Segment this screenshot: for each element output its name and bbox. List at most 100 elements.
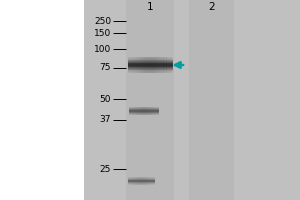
Bar xyxy=(140,107,141,115)
Bar xyxy=(129,113,159,114)
Bar xyxy=(148,107,149,115)
Bar xyxy=(143,177,144,185)
Bar xyxy=(128,68,172,69)
Bar xyxy=(164,57,165,73)
Bar xyxy=(128,62,172,63)
Bar xyxy=(128,71,172,72)
Bar xyxy=(134,177,135,185)
Bar xyxy=(158,107,159,115)
Bar xyxy=(132,57,134,73)
Bar xyxy=(128,58,172,59)
Bar xyxy=(152,107,153,115)
Text: 150: 150 xyxy=(94,28,111,38)
Text: 100: 100 xyxy=(94,45,111,53)
Bar xyxy=(128,57,129,73)
Bar xyxy=(128,180,154,181)
Bar xyxy=(128,60,172,61)
Bar xyxy=(141,107,142,115)
Bar xyxy=(135,177,136,185)
Bar xyxy=(135,57,136,73)
Bar xyxy=(158,57,159,73)
Bar xyxy=(169,57,171,73)
Bar xyxy=(129,108,159,109)
Bar xyxy=(128,72,172,73)
Bar xyxy=(146,57,147,73)
Bar xyxy=(129,114,159,115)
Bar xyxy=(128,64,172,65)
Bar xyxy=(133,177,134,185)
Bar xyxy=(129,111,159,112)
Bar xyxy=(128,59,172,60)
Bar xyxy=(128,57,172,58)
Bar xyxy=(189,0,234,200)
Bar xyxy=(133,107,134,115)
Bar xyxy=(140,57,141,73)
Bar xyxy=(139,107,140,115)
Bar xyxy=(0,0,84,200)
Bar xyxy=(144,107,145,115)
Bar xyxy=(149,177,150,185)
Bar xyxy=(137,107,138,115)
Bar xyxy=(142,177,143,185)
Bar xyxy=(147,177,148,185)
Bar xyxy=(129,109,159,110)
Bar xyxy=(129,107,130,115)
Bar xyxy=(155,107,156,115)
Bar xyxy=(145,177,146,185)
Bar xyxy=(128,183,154,184)
Bar xyxy=(128,70,172,71)
Bar xyxy=(128,66,172,67)
Bar xyxy=(144,177,145,185)
Bar xyxy=(136,57,138,73)
Bar xyxy=(154,107,155,115)
Bar xyxy=(153,177,154,185)
Bar xyxy=(128,177,154,178)
Bar xyxy=(131,177,132,185)
Text: 250: 250 xyxy=(94,17,111,25)
Bar xyxy=(129,112,159,113)
Bar xyxy=(140,177,141,185)
Bar xyxy=(150,107,151,115)
Bar xyxy=(147,107,148,115)
Bar xyxy=(126,0,174,200)
Bar xyxy=(168,57,170,73)
Bar xyxy=(128,179,154,180)
Bar xyxy=(152,177,153,185)
Bar xyxy=(156,57,158,73)
Bar xyxy=(130,177,131,185)
Bar xyxy=(153,107,154,115)
Bar xyxy=(131,107,132,115)
Bar xyxy=(132,177,133,185)
Bar xyxy=(157,107,158,115)
Bar xyxy=(146,107,147,115)
Bar xyxy=(142,107,143,115)
Text: 50: 50 xyxy=(100,95,111,104)
Bar xyxy=(130,57,132,73)
Bar xyxy=(165,57,166,73)
Bar xyxy=(162,57,164,73)
Bar xyxy=(144,57,146,73)
Bar xyxy=(143,107,144,115)
Bar xyxy=(151,177,152,185)
Bar xyxy=(147,57,148,73)
Bar xyxy=(152,57,153,73)
Bar xyxy=(138,57,140,73)
Bar xyxy=(128,184,154,185)
Bar xyxy=(129,110,159,111)
Bar xyxy=(129,177,130,185)
Text: 1: 1 xyxy=(147,2,153,12)
Bar xyxy=(142,57,144,73)
Bar xyxy=(139,177,140,185)
Bar xyxy=(136,177,137,185)
Bar xyxy=(128,178,154,179)
Bar xyxy=(134,57,135,73)
Bar xyxy=(128,67,172,68)
Bar xyxy=(146,177,147,185)
Bar xyxy=(128,65,172,66)
Bar xyxy=(148,177,149,185)
Text: 75: 75 xyxy=(100,64,111,72)
Bar xyxy=(171,57,172,73)
Bar xyxy=(141,57,142,73)
Bar xyxy=(153,57,154,73)
Bar xyxy=(128,63,172,64)
